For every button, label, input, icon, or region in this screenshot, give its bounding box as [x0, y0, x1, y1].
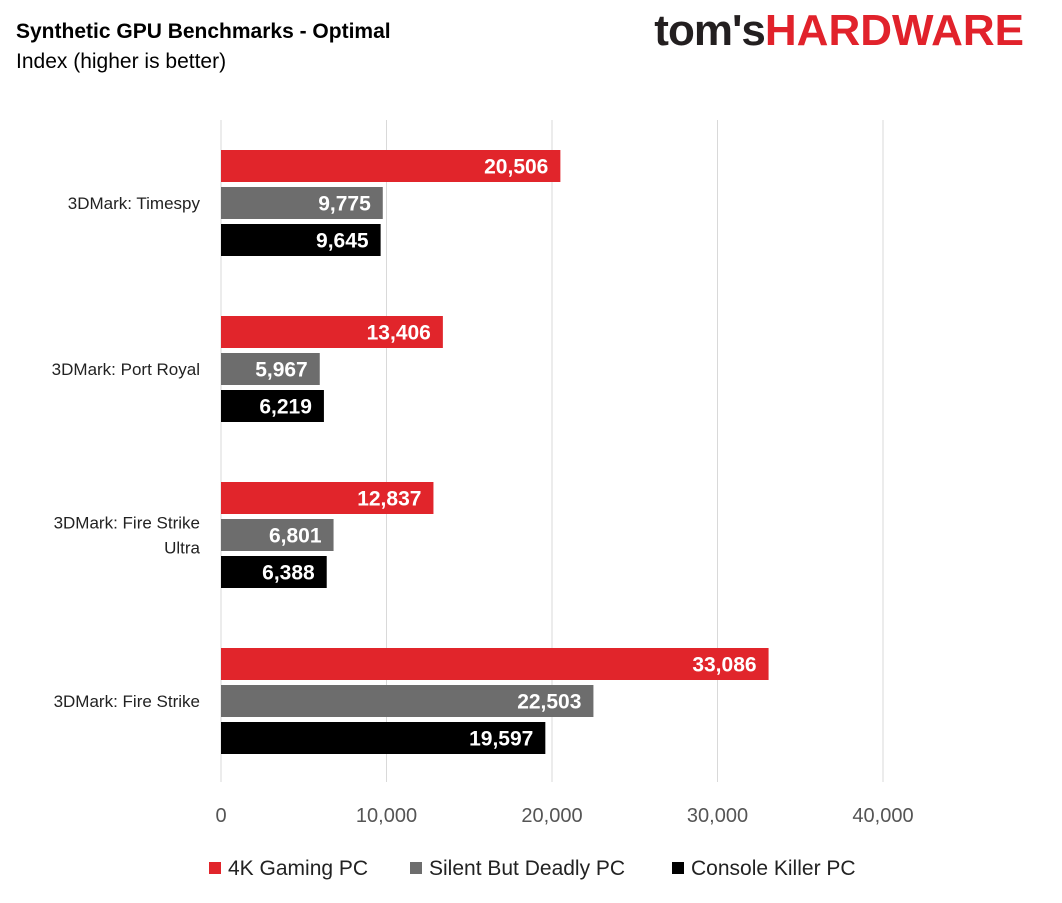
legend: 4K Gaming PC Silent But Deadly PC Console … [209, 857, 856, 880]
bar [221, 648, 769, 680]
bar-value-label: 12,837 [357, 488, 421, 511]
category-label: 3DMark: Fire Strike [54, 514, 200, 533]
category-label: Ultra [164, 539, 200, 558]
bar [221, 722, 546, 754]
legend-swatch [672, 862, 684, 874]
bar-value-label: 33,086 [692, 654, 756, 677]
category-label: 3DMark: Fire Strike [54, 692, 200, 711]
x-tick-label: 0 [215, 805, 226, 827]
legend-swatch [410, 862, 422, 874]
bars: 20,506 13,406 12,837 33,086 9,775 5,967 6,801 2… [221, 150, 769, 754]
bar [221, 685, 594, 717]
bar-value-label: 6,801 [269, 525, 322, 548]
bar [221, 187, 383, 219]
bar-value-label: 20,506 [484, 156, 548, 179]
bar [221, 519, 334, 551]
category-label: 3DMark: Timespy [68, 194, 201, 213]
bar-value-label: 9,775 [318, 193, 371, 216]
bar-value-label: 9,645 [316, 230, 369, 253]
legend-label: 4K Gaming PC [228, 857, 368, 880]
bar [221, 316, 443, 348]
bar [221, 482, 434, 514]
bar-value-label: 22,503 [517, 691, 581, 714]
chart-title: Synthetic GPU Benchmarks - Optimal [16, 20, 391, 43]
logo-text-toms: tom's [654, 6, 766, 55]
legend-swatch [209, 862, 221, 874]
bar-value-label: 5,967 [255, 359, 308, 382]
bar [221, 390, 324, 422]
brand-logo: tom'sHARDWARE [654, 6, 1024, 56]
bar [221, 556, 327, 588]
bar-value-label: 19,597 [469, 728, 533, 751]
x-tick-label: 40,000 [852, 805, 913, 827]
x-tick-label: 10,000 [356, 805, 417, 827]
bar-value-label: 13,406 [367, 322, 431, 345]
bar-value-label: 6,219 [259, 396, 312, 419]
legend-label: Console Killer PC [691, 857, 856, 880]
category-labels: 3DMark: Timespy 3DMark: Port Royal 3DMark:… [52, 194, 201, 711]
category-label: 3DMark: Port Royal [52, 360, 200, 379]
gridlines [220, 120, 884, 782]
x-tick-label: 30,000 [687, 805, 748, 827]
logo-text-hardware: HARDWARE [764, 6, 1024, 55]
bar-value-label: 6,388 [262, 562, 315, 585]
bar [221, 150, 561, 182]
chart-subtitle: Index (higher is better) [16, 50, 227, 73]
bar [221, 224, 381, 256]
x-axis-ticks: 0 10,000 20,000 30,000 40,000 [215, 805, 913, 827]
x-tick-label: 20,000 [521, 805, 582, 827]
legend-label: Silent But Deadly PC [429, 857, 625, 880]
bar [221, 353, 320, 385]
